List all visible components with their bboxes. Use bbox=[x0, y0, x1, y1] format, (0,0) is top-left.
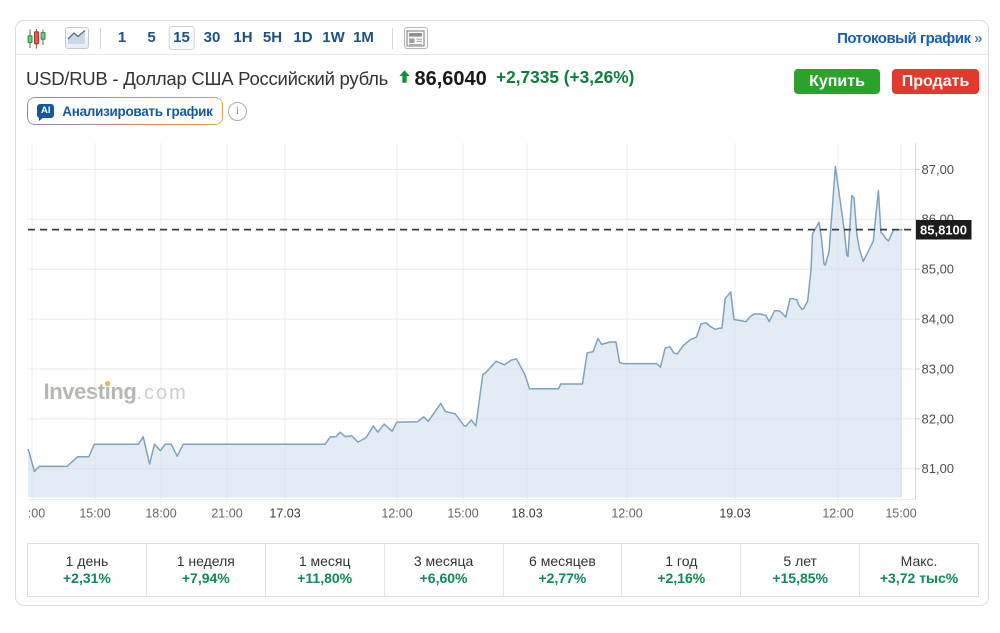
svg-text:18:00: 18:00 bbox=[145, 507, 176, 521]
svg-text:12:00: 12:00 bbox=[14, 507, 45, 521]
svg-text:15:00: 15:00 bbox=[79, 507, 110, 521]
svg-text:15:00: 15:00 bbox=[885, 507, 916, 521]
svg-text:+2,7335 (+3,26%): +2,7335 (+3,26%) bbox=[496, 67, 634, 87]
svg-text:85,8100: 85,8100 bbox=[920, 222, 967, 237]
svg-text:85,00: 85,00 bbox=[922, 262, 955, 277]
svg-text:17.03: 17.03 bbox=[269, 507, 300, 521]
svg-text:81,00: 81,00 bbox=[922, 461, 955, 476]
svg-text:18.03: 18.03 bbox=[511, 507, 542, 521]
svg-text:86,6040: 86,6040 bbox=[415, 68, 487, 90]
svg-text:87,00: 87,00 bbox=[922, 162, 955, 177]
svg-text:83,00: 83,00 bbox=[922, 361, 955, 376]
svg-text:21:00: 21:00 bbox=[211, 507, 242, 521]
svg-text:USD/RUB - Доллар США Российски: USD/RUB - Доллар США Российский рубль bbox=[26, 68, 388, 89]
svg-text:Потоковый график »: Потоковый график » bbox=[837, 30, 982, 47]
svg-text:12:00: 12:00 bbox=[381, 507, 412, 521]
svg-text:12:00: 12:00 bbox=[822, 507, 853, 521]
svg-text:84,00: 84,00 bbox=[922, 312, 955, 327]
svg-text:82,00: 82,00 bbox=[922, 411, 955, 426]
svg-text:Investing.com: Investing.com bbox=[44, 379, 188, 404]
svg-text:12:00: 12:00 bbox=[611, 507, 642, 521]
svg-text:19.03: 19.03 bbox=[719, 507, 750, 521]
svg-text:15:00: 15:00 bbox=[447, 507, 478, 521]
